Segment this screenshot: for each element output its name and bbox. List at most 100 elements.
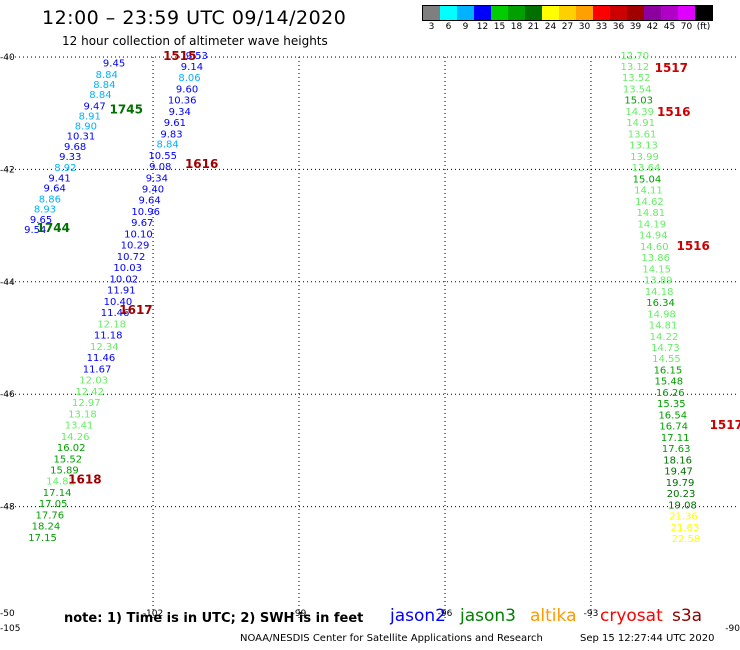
lon-corner-left-label: -105 <box>0 624 20 634</box>
wave-height-label: 8.84 <box>96 70 118 81</box>
color-scale-bar <box>422 5 713 21</box>
wave-height-label: 8.92 <box>54 163 76 174</box>
color-swatch <box>559 6 576 20</box>
wave-height-label: 17.76 <box>36 510 65 521</box>
wave-height-label: 14.18 <box>645 287 674 298</box>
color-scale-label: 30 <box>578 22 591 32</box>
wave-height-label: 20.23 <box>667 489 696 500</box>
wave-height-label: 19.08 <box>668 500 697 511</box>
color-scale-label: 33 <box>595 22 608 32</box>
wave-height-label: 14.81 <box>649 321 678 332</box>
page-subtitle: 12 hour collection of altimeter wave hei… <box>62 34 328 48</box>
color-scale-label: 27 <box>561 22 574 32</box>
wave-height-label: 11.18 <box>94 331 123 342</box>
wave-height-label: 13.13 <box>629 141 658 152</box>
color-scale-label: 45 <box>663 22 676 32</box>
wave-height-label: 8.84 <box>89 90 111 101</box>
lon-tick-label: -99 <box>292 609 307 619</box>
wave-height-label: 16.54 <box>658 410 687 421</box>
wave-height-label: 9.64 <box>44 183 66 194</box>
color-swatch <box>440 6 457 20</box>
credit-line: NOAA/NESDIS Center for Satellite Applica… <box>240 633 543 644</box>
color-scale-label: 24 <box>544 22 557 32</box>
wave-height-label: 14.81 <box>637 208 666 219</box>
wave-height-label: 9.14 <box>181 62 203 73</box>
wave-height-label: 12.18 <box>97 319 126 330</box>
wave-height-label: 17.11 <box>661 433 690 444</box>
pass-time-label: 1744 <box>37 221 70 235</box>
wave-height-label: 21.63 <box>671 523 700 534</box>
wave-height-label: 16.26 <box>656 388 685 399</box>
wave-height-label: 14.94 <box>639 231 668 242</box>
color-swatch <box>423 6 440 20</box>
wave-height-label: 13.54 <box>623 84 652 95</box>
wave-height-label: 9.60 <box>176 84 198 95</box>
wave-height-label: 15.89 <box>50 466 79 477</box>
lon-tick-label: -102 <box>143 609 163 619</box>
wave-height-label: 13.18 <box>68 409 97 420</box>
pass-time-label: 1515 <box>163 49 196 63</box>
generation-timestamp: Sep 15 12:27:44 UTC 2020 <box>580 633 715 644</box>
lat-tick-label: -48 <box>0 503 15 513</box>
lon-corner-right-label: -90 <box>725 624 740 634</box>
wave-height-label: 14.82 <box>46 477 75 488</box>
color-swatch <box>661 6 678 20</box>
wave-height-label: 16.15 <box>654 365 683 376</box>
pass-time-label: 1745 <box>110 102 143 116</box>
wave-height-label: 8.84 <box>93 80 115 91</box>
wave-height-label: 8.90 <box>75 122 97 133</box>
color-swatch <box>610 6 627 20</box>
wave-height-label: 9.68 <box>64 142 86 153</box>
wave-height-label: 14.98 <box>647 309 676 320</box>
wave-height-label: 21.36 <box>669 512 698 523</box>
wave-height-label: 8.84 <box>156 140 178 151</box>
wave-height-label: 22.58 <box>672 534 701 545</box>
wave-height-label: 13.64 <box>632 163 661 174</box>
pass-time-label: 1516 <box>657 105 690 119</box>
wave-height-label: 12.34 <box>90 342 119 353</box>
satellite-legend-item: s3a <box>672 606 703 626</box>
wave-height-label: 16.34 <box>646 298 675 309</box>
wave-height-label: 11.67 <box>83 364 112 375</box>
wave-height-label: 10.10 <box>124 229 153 240</box>
wave-height-label: 17.05 <box>39 499 68 510</box>
wave-height-label: 15.35 <box>657 399 686 410</box>
color-swatch <box>491 6 508 20</box>
wave-height-label: 13.61 <box>628 129 657 140</box>
color-swatch <box>695 6 712 20</box>
wave-height-label: 10.55 <box>148 151 177 162</box>
lat-tick-label: -44 <box>0 278 15 288</box>
color-swatch <box>678 6 695 20</box>
wave-height-label: 18.24 <box>32 522 61 533</box>
wave-height-label: 13.86 <box>641 253 670 264</box>
wave-height-label: 8.93 <box>34 205 56 216</box>
wave-height-label: 14.91 <box>626 118 655 129</box>
color-swatch <box>627 6 644 20</box>
lat-corner-label: -50 <box>0 609 15 619</box>
wave-height-label: 9.45 <box>103 59 125 70</box>
color-scale-label: 70 <box>680 22 693 32</box>
color-scale-label: 21 <box>527 22 540 32</box>
wave-height-label: 11.46 <box>101 308 130 319</box>
wave-height-label: 12.70 <box>620 51 649 62</box>
wave-height-label: 14.15 <box>642 264 671 275</box>
wave-height-label: 12.97 <box>72 398 101 409</box>
color-swatch <box>457 6 474 20</box>
satellite-legend-item: jason3 <box>460 606 516 626</box>
color-scale-label: 36 <box>612 22 625 32</box>
footer-note: note: 1) Time is in UTC; 2) SWH is in fe… <box>64 611 364 626</box>
color-scale-label: 42 <box>646 22 659 32</box>
wave-height-label: 14.60 <box>640 242 669 253</box>
wave-height-label: 13.41 <box>65 421 94 432</box>
wave-height-label: 17.63 <box>662 444 691 455</box>
color-swatch <box>474 6 491 20</box>
wave-height-label: 8.91 <box>79 111 101 122</box>
wave-height-label: 18.16 <box>663 455 692 466</box>
satellite-legend-item: cryosat <box>600 606 663 626</box>
color-swatch <box>593 6 610 20</box>
lat-tick-label: -40 <box>0 53 15 63</box>
wave-height-label: 9.64 <box>138 196 160 207</box>
wave-height-label: 12.03 <box>79 376 108 387</box>
